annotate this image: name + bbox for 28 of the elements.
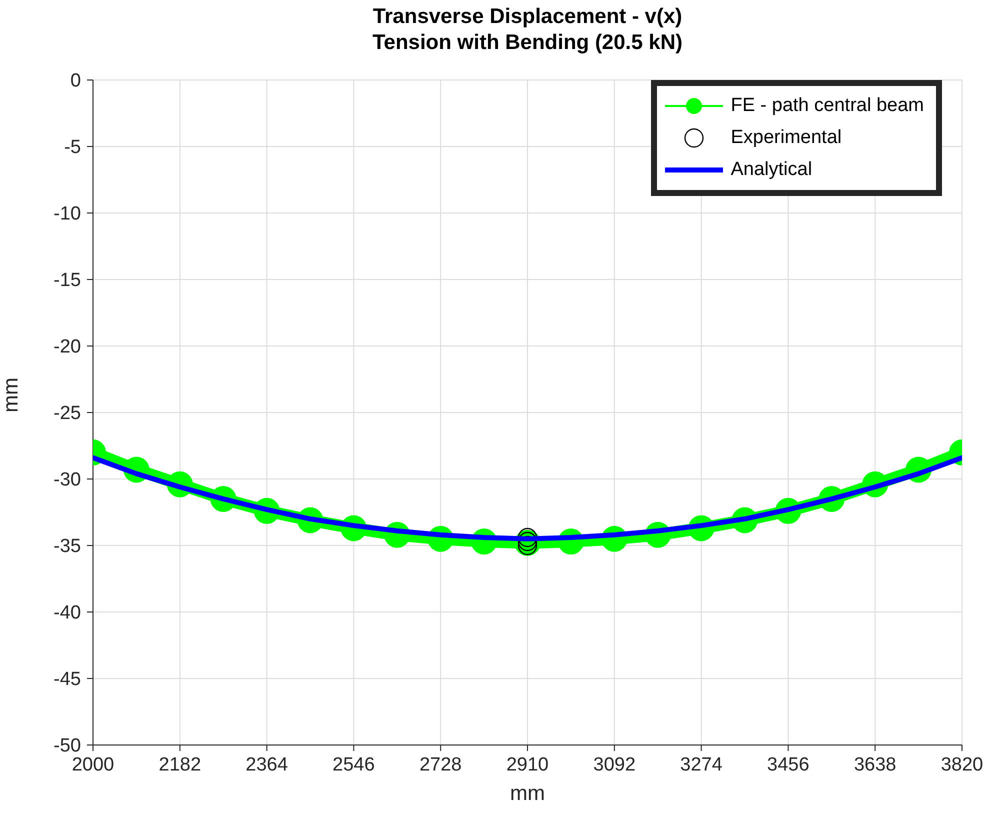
y-tick-label: -35 [54,536,81,558]
x-tick-label: 2728 [419,754,462,776]
y-tick-label: -20 [54,336,81,358]
x-tick-label: 3820 [940,754,984,776]
legend-label: Analytical [730,158,814,182]
chart-title: Transverse Displacement - v(x) Tension with Bending (20.5 kN) [372,4,684,56]
x-tick-label: 2546 [332,754,375,776]
y-tick-label: -25 [54,403,81,424]
x-tick-label: 3274 [680,754,723,776]
x-tick-label: 2910 [506,754,549,776]
x-tick-label: 2364 [246,754,288,776]
y-tick-label: -40 [54,602,81,624]
legend-label: FE - path central beam [730,94,924,118]
y-axis-title: mm [0,378,22,412]
legend-label: Experimental [730,126,843,150]
x-axis-title: mm [510,782,545,805]
y-tick-label: -50 [54,736,81,757]
y-tick-label: -30 [54,470,81,491]
x-tick-label: 2000 [72,754,114,776]
y-tick-label: 0 [70,70,81,92]
y-tick-label: -15 [54,270,81,292]
y-tick-label: -10 [54,204,81,225]
x-tick-label: 3092 [593,754,636,776]
y-tick-label: -45 [54,669,81,690]
y-tick-label: -5 [64,137,81,158]
x-tick-label: 2182 [158,754,202,776]
x-tick-label: 3638 [854,754,896,776]
x-tick-label: 3456 [767,754,810,776]
